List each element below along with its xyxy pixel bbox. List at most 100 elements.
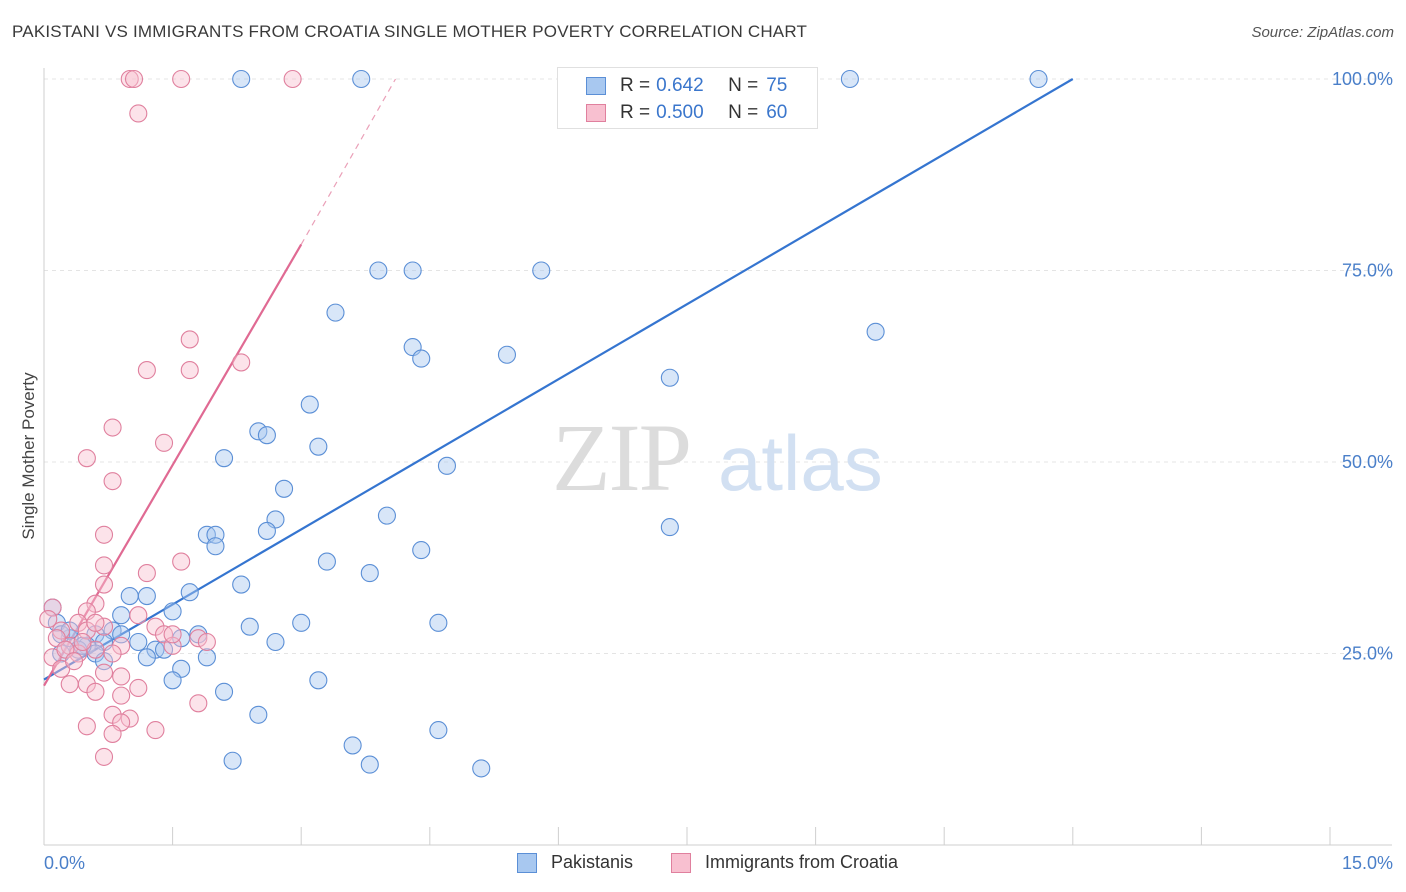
point-pakistanis — [309, 437, 328, 456]
point-croatia — [197, 632, 216, 652]
point-croatia — [86, 682, 105, 701]
n-label: N = — [728, 102, 759, 123]
point-pakistanis — [120, 586, 139, 606]
point-croatia — [154, 433, 174, 452]
point-croatia — [120, 69, 139, 89]
tick-labels: 25.0% 50.0% 75.0% 100.0% 0.0% 15.0% — [44, 69, 1393, 873]
r-value: 0.642 — [656, 75, 704, 96]
y-tick-label: 100.0% — [1332, 69, 1393, 89]
point-pakistanis — [129, 632, 148, 652]
point-croatia — [77, 717, 96, 736]
point-croatia — [103, 472, 122, 491]
point-pakistanis — [429, 721, 448, 740]
watermark-zip: ZIP — [552, 404, 690, 511]
point-pakistanis — [429, 613, 448, 632]
point-pakistanis — [266, 632, 285, 652]
point-croatia — [180, 330, 199, 349]
point-pakistanis — [472, 759, 491, 778]
point-pakistanis — [377, 506, 396, 525]
point-pakistanis — [180, 583, 199, 602]
point-pakistanis — [660, 368, 679, 387]
data-points — [39, 69, 1048, 778]
point-pakistanis — [206, 537, 225, 556]
trendline-croatia — [43, 243, 303, 687]
legend-item-croatia[interactable]: Immigrants from Croatia — [671, 852, 898, 873]
point-croatia — [94, 663, 114, 682]
point-croatia — [39, 609, 58, 629]
legend-swatch-pakistanis — [517, 852, 537, 873]
point-croatia — [77, 449, 96, 468]
point-croatia — [112, 686, 131, 705]
point-pakistanis — [866, 322, 885, 341]
trend-lines — [43, 78, 1074, 687]
point-croatia — [129, 606, 148, 625]
point-croatia — [232, 353, 251, 372]
point-pakistanis — [317, 552, 336, 571]
point-pakistanis — [232, 69, 251, 89]
grid-lines — [44, 78, 1392, 654]
n-value: 60 — [766, 102, 788, 123]
r-label: R = — [620, 102, 651, 123]
point-pakistanis — [326, 303, 345, 322]
point-pakistanis — [214, 449, 234, 468]
point-croatia — [73, 632, 92, 652]
stats-legend: R = 0.642 N = 75 R = 0.500 N = 60 — [557, 67, 818, 129]
point-pakistanis — [223, 751, 242, 770]
point-pakistanis — [240, 617, 259, 636]
n-value: 75 — [766, 75, 788, 96]
point-croatia — [60, 675, 79, 694]
x-tick-label: 0.0% — [44, 853, 85, 873]
point-pakistanis — [163, 671, 182, 690]
point-pakistanis — [275, 479, 294, 498]
stats-row-pakistanis: R = 0.642 N = 75 — [558, 72, 787, 100]
point-croatia — [120, 709, 139, 728]
legend-label-croatia: Immigrants from Croatia — [705, 852, 899, 872]
r-value: 0.500 — [656, 102, 704, 123]
point-croatia — [94, 617, 114, 636]
chart-title: PAKISTANI VS IMMIGRANTS FROM CROATIA SIN… — [12, 22, 808, 41]
point-croatia — [146, 721, 165, 740]
point-pakistanis — [343, 736, 362, 755]
point-pakistanis — [369, 261, 388, 280]
series-legend: Pakistanis Immigrants from Croatia — [0, 852, 1406, 876]
point-croatia — [103, 418, 122, 437]
point-pakistanis — [1029, 69, 1048, 89]
point-pakistanis — [137, 648, 156, 667]
point-croatia — [129, 104, 148, 123]
y-axis-label: Single Mother Poverty — [19, 372, 38, 540]
x-tick-label: 15.0% — [1342, 853, 1393, 873]
legend-swatch-pakistanis — [586, 77, 606, 95]
trendline-pakistanis — [43, 78, 1074, 681]
point-croatia — [94, 556, 114, 575]
legend-item-pakistanis[interactable]: Pakistanis — [517, 852, 633, 873]
point-croatia — [86, 613, 105, 632]
point-croatia — [103, 644, 122, 663]
point-croatia — [137, 361, 156, 380]
point-pakistanis — [840, 69, 859, 89]
point-croatia — [94, 747, 114, 766]
watermark: ZIP atlas — [552, 404, 883, 511]
point-pakistanis — [232, 575, 251, 594]
y-tick-label: 50.0% — [1342, 452, 1393, 472]
point-croatia — [94, 525, 114, 544]
point-pakistanis — [309, 671, 328, 690]
point-pakistanis — [300, 395, 319, 414]
point-croatia — [94, 575, 114, 594]
point-croatia — [137, 564, 156, 583]
n-label: N = — [728, 75, 759, 96]
point-pakistanis — [412, 349, 431, 368]
axes — [43, 68, 1392, 846]
point-pakistanis — [249, 705, 268, 724]
point-pakistanis — [497, 345, 517, 364]
point-croatia — [283, 69, 302, 89]
y-tick-label: 25.0% — [1342, 644, 1393, 664]
point-pakistanis — [197, 648, 216, 667]
point-pakistanis — [360, 755, 379, 774]
point-pakistanis — [257, 426, 276, 445]
legend-swatch-croatia — [671, 852, 691, 873]
r-label: R = — [620, 75, 651, 96]
point-croatia — [172, 69, 191, 89]
point-croatia — [189, 629, 208, 648]
point-croatia — [103, 724, 122, 743]
